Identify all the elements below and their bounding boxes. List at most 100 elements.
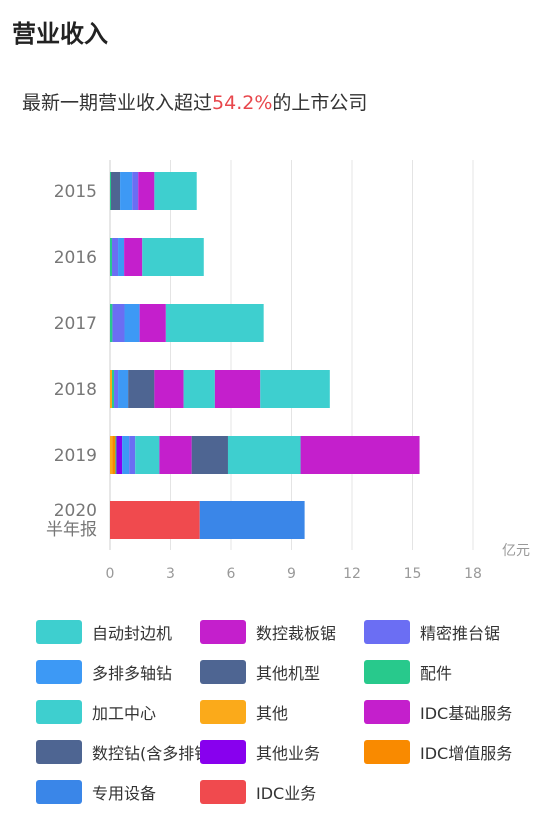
- bar-segment: [118, 238, 125, 276]
- x-tick-label: 3: [166, 566, 175, 582]
- bar-segment: [116, 436, 123, 474]
- bar-segment: [112, 436, 116, 474]
- category-label: 2016: [54, 248, 97, 268]
- subtitle-suffix: 的上市公司: [272, 92, 368, 114]
- category-label: 2020 半年报: [46, 501, 97, 540]
- x-tick-label: 15: [404, 566, 422, 582]
- legend-label: 数控裁板锯: [256, 624, 337, 643]
- bar-segment: [183, 370, 215, 408]
- bar-segment: [112, 304, 125, 342]
- bar-segment: [111, 172, 121, 210]
- legend-item: 数控钻(含多排钻): [36, 738, 217, 766]
- bar-segment: [142, 238, 204, 276]
- legend-label: 加工中心: [92, 704, 157, 723]
- bar-segment: [154, 370, 184, 408]
- x-tick-label: 12: [343, 566, 361, 582]
- legend-label: 其他业务: [256, 744, 321, 763]
- bar-segment: [138, 172, 155, 210]
- legend-label: IDC增值服务: [420, 744, 513, 763]
- legend-label: 多排多轴钻: [92, 664, 173, 683]
- bar-segment: [300, 436, 420, 474]
- bar-segment: [135, 436, 160, 474]
- bar-segment: [154, 172, 197, 210]
- legend-swatch: [36, 660, 82, 684]
- category-label: 2019: [54, 446, 97, 466]
- legend-item: IDC业务: [200, 778, 316, 806]
- legend-swatch: [200, 780, 246, 804]
- legend-swatch: [36, 740, 82, 764]
- legend-label: IDC基础服务: [420, 704, 513, 723]
- legend-label: 自动封边机: [92, 624, 173, 643]
- bar-segment: [110, 436, 113, 474]
- unit-label: 亿元: [502, 543, 530, 559]
- bar-segment: [110, 304, 113, 342]
- legend-swatch: [364, 700, 410, 724]
- legend-item: 加工中心: [36, 698, 156, 726]
- x-tick-label: 6: [227, 566, 236, 582]
- legend-swatch: [200, 620, 246, 644]
- legend-label: IDC业务: [256, 784, 317, 803]
- bar-segment: [124, 304, 140, 342]
- legend-swatch: [200, 740, 246, 764]
- category-label: 2015: [54, 182, 97, 202]
- legend-swatch: [36, 620, 82, 644]
- category-label: 2017: [54, 314, 97, 334]
- legend-swatch: [36, 780, 82, 804]
- legend-item: 数控裁板锯: [200, 618, 336, 646]
- bar-segment: [120, 172, 133, 210]
- x-tick-label: 18: [464, 566, 482, 582]
- bar-segment: [165, 304, 264, 342]
- legend-label: 配件: [420, 664, 453, 683]
- legend-swatch: [36, 700, 82, 724]
- legend-item: 精密推台锯: [364, 618, 500, 646]
- legend-swatch: [200, 660, 246, 684]
- bar-segment: [159, 436, 192, 474]
- legend-label: 精密推台锯: [420, 624, 501, 643]
- legend-item: 专用设备: [36, 778, 156, 806]
- bar-segment: [118, 370, 129, 408]
- bar-segment: [129, 436, 136, 474]
- subtitle-highlight: 54.2%: [212, 92, 273, 114]
- bar-segment: [199, 501, 305, 539]
- legend-swatch: [364, 620, 410, 644]
- legend-label: 其他: [256, 704, 289, 723]
- legend-label: 专用设备: [92, 784, 157, 803]
- bar-segment: [191, 436, 228, 474]
- legend-item: 多排多轴钻: [36, 658, 172, 686]
- bar-segment: [124, 238, 143, 276]
- bar-segment: [132, 172, 139, 210]
- bar-segment: [139, 304, 166, 342]
- legend-item: 其他: [200, 698, 288, 726]
- bar-segment: [122, 436, 130, 474]
- legend-item: 其他机型: [200, 658, 320, 686]
- bar-segment: [115, 436, 117, 474]
- bar-segment: [110, 172, 112, 210]
- legend-swatch: [364, 740, 410, 764]
- bar-segment: [110, 501, 200, 539]
- legend-item: 其他业务: [200, 738, 320, 766]
- bar-segment: [110, 238, 113, 276]
- x-tick-label: 9: [287, 566, 296, 582]
- bar-segment: [112, 370, 115, 408]
- subtitle: 最新一期营业收入超过54.2%的上市公司: [22, 88, 367, 115]
- legend-item: IDC基础服务: [364, 698, 512, 726]
- bar-segment: [112, 238, 119, 276]
- bar-segment: [260, 370, 330, 408]
- page-title: 营业收入: [12, 20, 108, 48]
- legend-item: 配件: [364, 658, 452, 686]
- legend-label: 数控钻(含多排钻): [92, 744, 217, 763]
- bar-segment: [110, 370, 113, 408]
- bar-segment: [227, 436, 301, 474]
- bar-segment: [128, 370, 155, 408]
- legend-swatch: [200, 700, 246, 724]
- legend-label: 其他机型: [256, 664, 321, 683]
- bar-segment: [114, 370, 119, 408]
- legend-swatch: [364, 660, 410, 684]
- bar-segment: [214, 370, 261, 408]
- stacked-bar-chart: 2015 2016 2017 2018 2019 2020 半年报 0 3 6 9 12 15 18 亿元: [46, 160, 530, 582]
- category-label: 2018: [54, 380, 97, 400]
- legend-item: 自动封边机: [36, 618, 172, 646]
- x-tick-label: 0: [106, 566, 115, 582]
- legend-item: IDC增值服务: [364, 738, 512, 766]
- subtitle-prefix: 最新一期营业收入超过: [22, 92, 213, 114]
